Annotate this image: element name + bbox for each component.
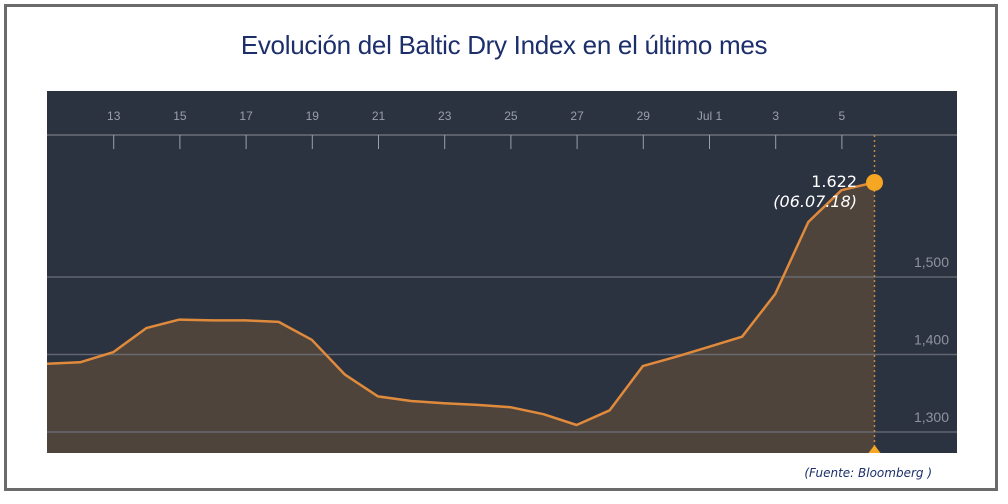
x-tick-label: 29 [637,109,651,123]
x-tick-label: 19 [306,109,320,123]
callout-date: (06.07.18) [773,192,857,211]
index-line [47,181,875,427]
source-note: (Fuente: Bloomberg ) [804,466,932,480]
x-tick-label: 23 [438,109,452,123]
x-tick-label: Jul 1 [697,109,723,123]
x-tick-label: 15 [173,109,187,123]
line-chart: 13 15 17 19 21 23 25 27 29 Jul 1 3 5 1,300 1,400 1,500 [47,109,957,453]
chart-title: Evolución del Baltic Dry Index en el últ… [240,30,768,60]
crosshair-handle-icon[interactable] [868,445,881,453]
x-tick-label: 13 [107,109,121,123]
x-tick-label: 25 [504,109,518,123]
chart-area: 13 15 17 19 21 23 25 27 29 Jul 1 3 5 1,300 1,400 1,500… [47,91,957,453]
x-tick-label: 5 [839,109,846,123]
y-tick-label: 1,400 [914,332,949,348]
x-tick-label: 3 [772,109,779,123]
x-tick-label: 21 [372,109,386,123]
last-value-marker[interactable] [866,173,883,191]
x-tick-label: 27 [570,109,584,123]
y-tick-label: 1,500 [914,254,949,270]
x-tick-label: 17 [239,109,253,123]
y-tick-label: 1,300 [914,409,949,425]
callout-value: 1.622 [811,172,857,191]
area-fill [47,182,875,453]
